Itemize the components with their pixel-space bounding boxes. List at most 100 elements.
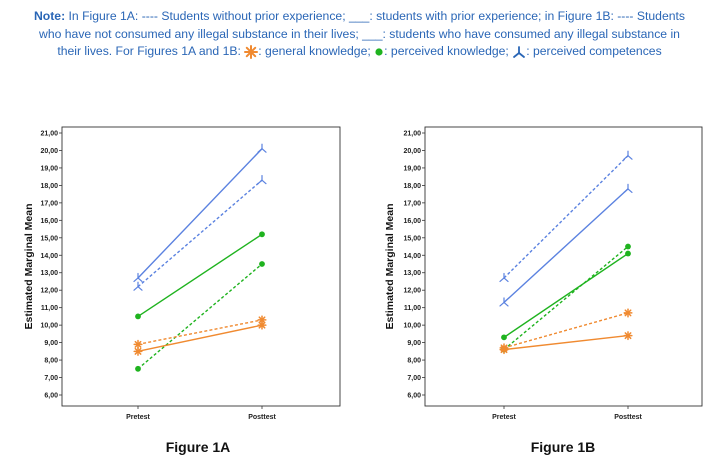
y-tick-label: 9,00 xyxy=(44,340,58,347)
data-point-pretest xyxy=(135,365,141,372)
y-marker-arm xyxy=(627,155,633,160)
x-tick-label-pretest: Pretest xyxy=(492,414,516,421)
y-marker-arm xyxy=(133,286,139,291)
figure-note: Note: In Figure 1A: ---- Students withou… xyxy=(0,8,719,61)
series-line xyxy=(503,334,629,351)
star-stroke xyxy=(258,316,266,324)
y-tick-label: 19,00 xyxy=(40,165,58,172)
y-tick-label: 9,00 xyxy=(407,340,421,347)
data-point-pretest xyxy=(499,345,509,355)
data-point-pretest xyxy=(133,339,143,349)
series-line xyxy=(137,263,263,370)
chart-figure-1a: 6,00 7,00 8,00 9,00 10,00 11,00 12,00 13,00 14,0… xyxy=(23,126,341,455)
data-point-pretest xyxy=(499,272,509,283)
y-tick-label: 21,00 xyxy=(40,131,58,138)
star-stroke xyxy=(500,346,508,354)
figure-title-1b: Figure 1B xyxy=(531,439,596,455)
series-line xyxy=(503,312,629,349)
series-perceived-competences-solid xyxy=(133,143,267,283)
y-tick-label: 19,00 xyxy=(403,165,421,172)
star-stroke xyxy=(624,332,632,340)
y-tick-label: 14,00 xyxy=(403,253,421,260)
data-point-posttest xyxy=(259,231,265,238)
series-line xyxy=(137,319,263,346)
y-marker-arm xyxy=(261,179,267,185)
y-marker-arm xyxy=(623,155,629,160)
series-perceived-knowledge-solid xyxy=(135,231,265,320)
y-tick-label: 12,00 xyxy=(40,288,58,295)
y-tick-label: 15,00 xyxy=(403,235,421,242)
y-tick-label: 7,00 xyxy=(44,375,58,382)
data-point-posttest xyxy=(259,261,265,267)
plot-frame xyxy=(61,126,341,407)
series-perceived-competences-dashed xyxy=(133,175,267,291)
y-marker-arm xyxy=(627,188,633,193)
data-point-posttest xyxy=(623,183,633,193)
figure-title-1a: Figure 1A xyxy=(166,439,231,455)
note-text-1: In Figure 1A: ---- Students without prio… xyxy=(65,9,685,23)
y-tick-label: 6,00 xyxy=(44,393,58,400)
star-stroke xyxy=(134,340,142,348)
series-perceived-knowledge-solid xyxy=(501,250,631,341)
note-label: Note: xyxy=(34,9,66,23)
general-knowledge-star-icon xyxy=(244,44,259,59)
data-point-posttest xyxy=(625,250,631,257)
x-tick-label-pretest: Pretest xyxy=(126,414,150,421)
series-line xyxy=(137,148,263,279)
note-line-2: who have not consumed any illegal substa… xyxy=(39,26,680,41)
data-point-pretest xyxy=(135,313,141,320)
y-tick-label: 10,00 xyxy=(403,323,421,330)
y-tick-label: 10,00 xyxy=(40,323,58,330)
plot-frame xyxy=(424,126,703,407)
y-tick-label: 18,00 xyxy=(40,183,58,190)
y-marker-arm xyxy=(133,277,139,283)
y-tick-label: 21,00 xyxy=(403,131,421,138)
y-marker-arm xyxy=(257,179,263,185)
y-axis-label: Estimated Marginal Mean xyxy=(384,203,396,329)
series-general-knowledge-dashed xyxy=(133,315,267,349)
note-text-3c: : perceived knowledge; xyxy=(384,44,513,58)
y-tick-label: 15,00 xyxy=(40,235,58,242)
data-point-pretest xyxy=(499,297,509,307)
series-line xyxy=(137,179,263,288)
x-tick-label-posttest: Posttest xyxy=(248,414,276,421)
y-tick-label: 17,00 xyxy=(403,200,421,207)
series-general-knowledge-solid xyxy=(499,331,633,355)
y-marker-arm xyxy=(623,188,629,193)
series-perceived-knowledge-dashed xyxy=(501,243,631,353)
data-point-posttest xyxy=(625,243,631,250)
data-point-posttest xyxy=(257,175,267,185)
data-point-pretest xyxy=(133,272,143,283)
series-line xyxy=(503,252,629,338)
y-tick-label: 6,00 xyxy=(407,393,421,400)
star-stroke xyxy=(258,321,266,329)
series-line xyxy=(503,188,629,303)
data-point-posttest xyxy=(623,150,633,160)
note-text-3b: : general knowledge; xyxy=(258,44,375,58)
note-line-1: Note: In Figure 1A: ---- Students withou… xyxy=(0,8,719,26)
data-point-pretest xyxy=(501,334,507,341)
note-line-3: their lives. For Figures 1A and 1B: : ge… xyxy=(0,43,719,61)
series-perceived-competences-dashed xyxy=(499,150,633,283)
y-tick-label: 20,00 xyxy=(403,148,421,155)
y-tick-label: 11,00 xyxy=(41,305,58,312)
y-tick-label: 17,00 xyxy=(40,200,58,207)
series-line xyxy=(137,324,263,353)
y-tick-label: 16,00 xyxy=(403,218,421,225)
y-marker-arm xyxy=(499,301,505,307)
y-tick-label: 16,00 xyxy=(40,218,58,225)
perceived-knowledge-dot-icon xyxy=(375,48,383,56)
y-tick-label: 7,00 xyxy=(407,375,421,382)
y-tick-label: 20,00 xyxy=(40,148,58,155)
series-line xyxy=(503,155,629,279)
y-tick-label: 14,00 xyxy=(40,253,58,260)
y-marker-arm xyxy=(137,277,143,283)
y-marker-arm xyxy=(261,148,267,153)
y-tick-label: 13,00 xyxy=(403,270,421,277)
data-point-posttest xyxy=(257,143,267,153)
data-point-posttest xyxy=(623,308,633,318)
series-general-knowledge-dashed xyxy=(499,308,633,353)
y-tick-label: 11,00 xyxy=(404,305,421,312)
y-marker-arm xyxy=(503,277,509,283)
